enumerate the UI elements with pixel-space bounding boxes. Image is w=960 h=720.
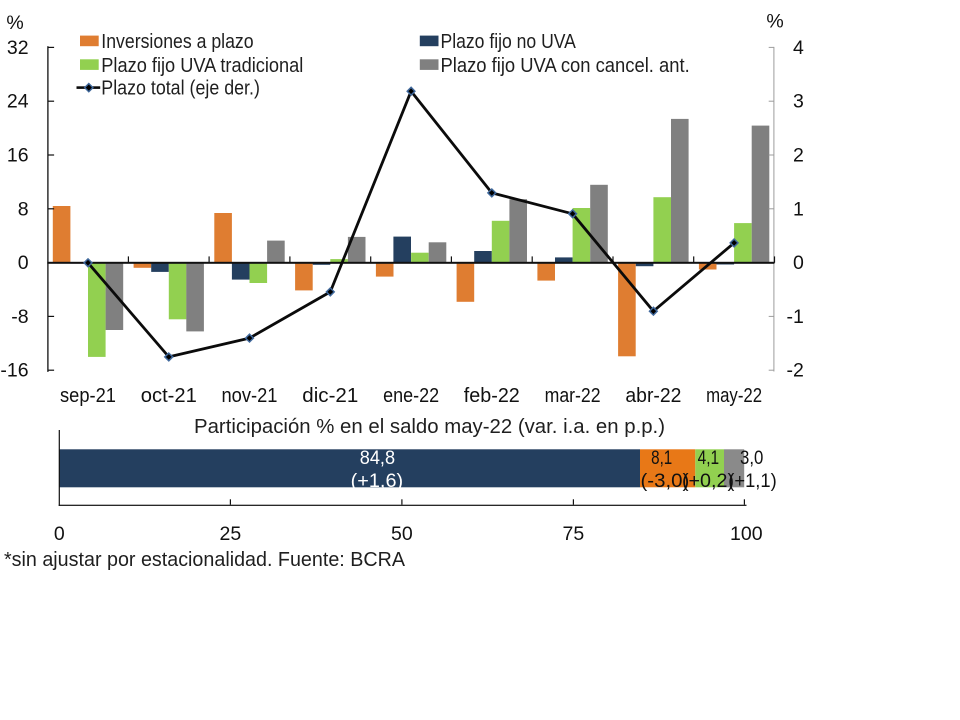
- svg-text:16: 16: [7, 145, 29, 167]
- svg-text:8,1: 8,1: [651, 447, 672, 469]
- svg-text:3,0: 3,0: [740, 447, 763, 469]
- svg-text:0: 0: [54, 523, 65, 545]
- svg-text:3: 3: [793, 91, 804, 113]
- svg-text:ene-22: ene-22: [383, 385, 439, 407]
- svg-text:oct-21: oct-21: [141, 385, 197, 407]
- svg-text:0: 0: [793, 252, 804, 274]
- svg-text:Inversiones a plazo: Inversiones a plazo: [101, 31, 253, 53]
- svg-text:%: %: [766, 11, 783, 33]
- svg-text:Participación % en el saldo ma: Participación % en el saldo may-22 (var.…: [194, 416, 665, 438]
- svg-text:feb-22: feb-22: [464, 385, 520, 407]
- svg-text:Plazo fijo no UVA: Plazo fijo no UVA: [441, 31, 577, 53]
- svg-text:0: 0: [18, 252, 29, 274]
- svg-text:-1: -1: [786, 306, 803, 328]
- svg-text:Plazo total (eje der.): Plazo total (eje der.): [101, 78, 260, 100]
- svg-text:(+1,6): (+1,6): [351, 470, 404, 492]
- svg-text:25: 25: [220, 523, 242, 545]
- svg-text:75: 75: [563, 523, 585, 545]
- svg-text:32: 32: [7, 37, 29, 59]
- svg-text:Plazo fijo UVA tradicional: Plazo fijo UVA tradicional: [101, 55, 303, 77]
- svg-text:may-22: may-22: [706, 385, 762, 407]
- svg-text:(-3,0): (-3,0): [641, 470, 690, 492]
- svg-text:-2: -2: [786, 360, 803, 382]
- svg-text:2: 2: [793, 145, 804, 167]
- svg-text:*sin ajustar por estacionalida: *sin ajustar por estacionalidad. Fuente:…: [4, 549, 406, 571]
- svg-text:(+0,2): (+0,2): [682, 470, 734, 492]
- svg-text:abr-22: abr-22: [625, 385, 681, 407]
- svg-text:nov-21: nov-21: [222, 385, 278, 407]
- svg-text:4,1: 4,1: [698, 447, 720, 469]
- svg-text:84,8: 84,8: [360, 447, 395, 469]
- svg-text:(+1,1): (+1,1): [728, 470, 776, 492]
- svg-text:%: %: [6, 12, 23, 34]
- svg-text:4: 4: [793, 37, 804, 59]
- svg-text:100: 100: [730, 523, 763, 545]
- svg-text:-16: -16: [0, 360, 28, 382]
- svg-text:8: 8: [18, 198, 29, 220]
- svg-text:50: 50: [391, 523, 413, 545]
- svg-text:-8: -8: [11, 306, 28, 328]
- svg-text:Plazo fijo UVA con cancel. ant: Plazo fijo UVA con cancel. ant.: [441, 55, 690, 77]
- svg-text:sep-21: sep-21: [60, 385, 116, 407]
- svg-text:24: 24: [7, 91, 29, 113]
- svg-text:dic-21: dic-21: [302, 385, 358, 407]
- svg-text:mar-22: mar-22: [545, 385, 601, 407]
- svg-text:1: 1: [793, 198, 804, 220]
